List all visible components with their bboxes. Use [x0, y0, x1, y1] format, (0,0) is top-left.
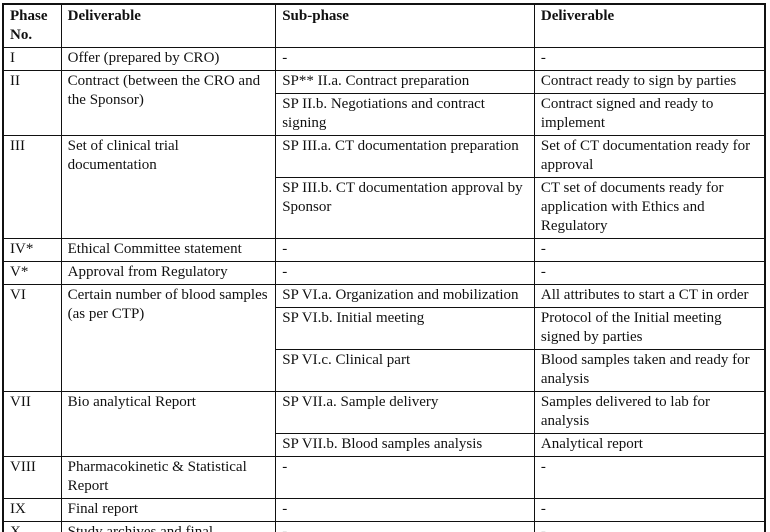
phase-no-cell: V*	[2, 261, 62, 285]
phase-deliverable-cell: Study archives and final documentation	[60, 521, 277, 532]
col-header-sub-deliverable: Deliverable	[533, 3, 766, 48]
table-row: SP II.b. Negotiations and contract signi…	[3, 93, 766, 136]
subphase-cell: -	[275, 47, 535, 71]
subphase-deliverable-cell: Set of CT documentation ready for approv…	[533, 135, 766, 178]
phase-no-cell: I	[2, 47, 62, 71]
subphase-cell: -	[275, 498, 535, 522]
phase-no-cell: VII	[2, 391, 62, 457]
table-row: SP VII.b. Blood samples analysis Analytic…	[3, 433, 766, 457]
subphase-cell: -	[275, 521, 535, 532]
table-row: II Contract (between the CRO and the Spon…	[2, 70, 766, 136]
subphase-deliverable-cell: Analytical report	[533, 433, 766, 457]
subphase-deliverable-cell: Samples delivered to lab for analysis	[533, 391, 766, 434]
table-row: SP VI.b. Initial meeting Protocol of the …	[3, 307, 766, 350]
subphase-deliverable-cell: Protocol of the Initial meeting signed b…	[533, 307, 766, 350]
subphase-cell: SP VII.a. Sample delivery	[275, 391, 535, 434]
subphase-deliverable-cell: -	[533, 521, 766, 532]
phase-deliverable-cell: Certain number of blood samples (as per …	[60, 284, 277, 392]
subphase-cell: -	[275, 261, 535, 285]
subphase-cell: SP VI.b. Initial meeting	[275, 307, 535, 350]
phases-deliverables-table: Phase No. Deliverable Sub-phase Delivera…	[2, 3, 766, 532]
subphase-deliverable-cell: CT set of documents ready for applicatio…	[533, 177, 766, 239]
table-row: VI Certain number of blood samples (as pe…	[2, 284, 766, 392]
subphase-deliverable-cell: -	[533, 498, 766, 522]
table-row: VII Bio analytical Report SP VII.a. Sample…	[2, 391, 766, 457]
table-row: SP III.b. CT documentation approval by S…	[3, 177, 766, 239]
subphase-deliverable-cell: -	[533, 238, 766, 262]
phase-no-cell: VIII	[2, 456, 62, 499]
subphase-deliverable-cell: Blood samples taken and ready for analys…	[533, 349, 766, 392]
table-row: IX Final report - -	[2, 498, 766, 522]
phase-no-cell: VI	[2, 284, 62, 392]
header-row: Phase No. Deliverable Sub-phase Delivera…	[2, 3, 766, 48]
subphase-deliverable-cell: Contract signed and ready to implement	[533, 93, 766, 136]
phase-deliverable-cell: Pharmacokinetic & Statistical Report	[60, 456, 277, 499]
table-row: III Set of clinical trial documentation SP…	[2, 135, 766, 239]
col-header-deliverable: Deliverable	[60, 3, 277, 48]
phase-no-cell: X	[2, 521, 62, 532]
phase-no-cell: II	[2, 70, 62, 136]
subphase-deliverable-cell: -	[533, 456, 766, 499]
phase-deliverable-cell: Approval from Regulatory	[60, 261, 277, 285]
table-row: I Offer (prepared by CRO) - -	[2, 47, 766, 71]
phase-deliverable-cell: Final report	[60, 498, 277, 522]
subphase-deliverable-cell: -	[533, 261, 766, 285]
subphase-deliverable-cell: -	[533, 47, 766, 71]
subphase-cell: SP III.b. CT documentation approval by S…	[275, 177, 535, 239]
table-row: VIII Pharmacokinetic & Statistical Report…	[2, 456, 766, 499]
col-header-phase-no: Phase No.	[2, 3, 62, 48]
subphase-cell: SP VI.c. Clinical part	[275, 349, 535, 392]
subphase-cell: SP III.a. CT documentation preparation	[275, 135, 535, 178]
phase-deliverable-cell: Offer (prepared by CRO)	[60, 47, 277, 71]
subphase-cell: SP** II.a. Contract preparation	[275, 70, 535, 94]
subphase-cell: -	[275, 238, 535, 262]
subphase-cell: -	[275, 456, 535, 499]
table-row: IV* Ethical Committee statement - -	[2, 238, 766, 262]
phase-no-cell: III	[2, 135, 62, 239]
col-header-sub-phase: Sub-phase	[275, 3, 535, 48]
phase-no-cell: IV*	[2, 238, 62, 262]
subphase-cell: SP II.b. Negotiations and contract signi…	[275, 93, 535, 136]
subphase-deliverable-cell: All attributes to start a CT in order	[533, 284, 766, 308]
subphase-deliverable-cell: Contract ready to sign by parties	[533, 70, 766, 94]
table-body: I Offer (prepared by CRO) - - II Contract (be…	[2, 47, 766, 532]
subphase-cell: SP VI.a. Organization and mobilization	[275, 284, 535, 308]
phase-deliverable-cell: Contract (between the CRO and the Sponso…	[60, 70, 277, 136]
phase-deliverable-cell: Set of clinical trial documentation	[60, 135, 277, 239]
phase-deliverable-cell: Ethical Committee statement	[60, 238, 277, 262]
table-row: V* Approval from Regulatory - -	[2, 261, 766, 285]
phase-deliverable-cell: Bio analytical Report	[60, 391, 277, 457]
subphase-cell: SP VII.b. Blood samples analysis	[275, 433, 535, 457]
phase-no-cell: IX	[2, 498, 62, 522]
